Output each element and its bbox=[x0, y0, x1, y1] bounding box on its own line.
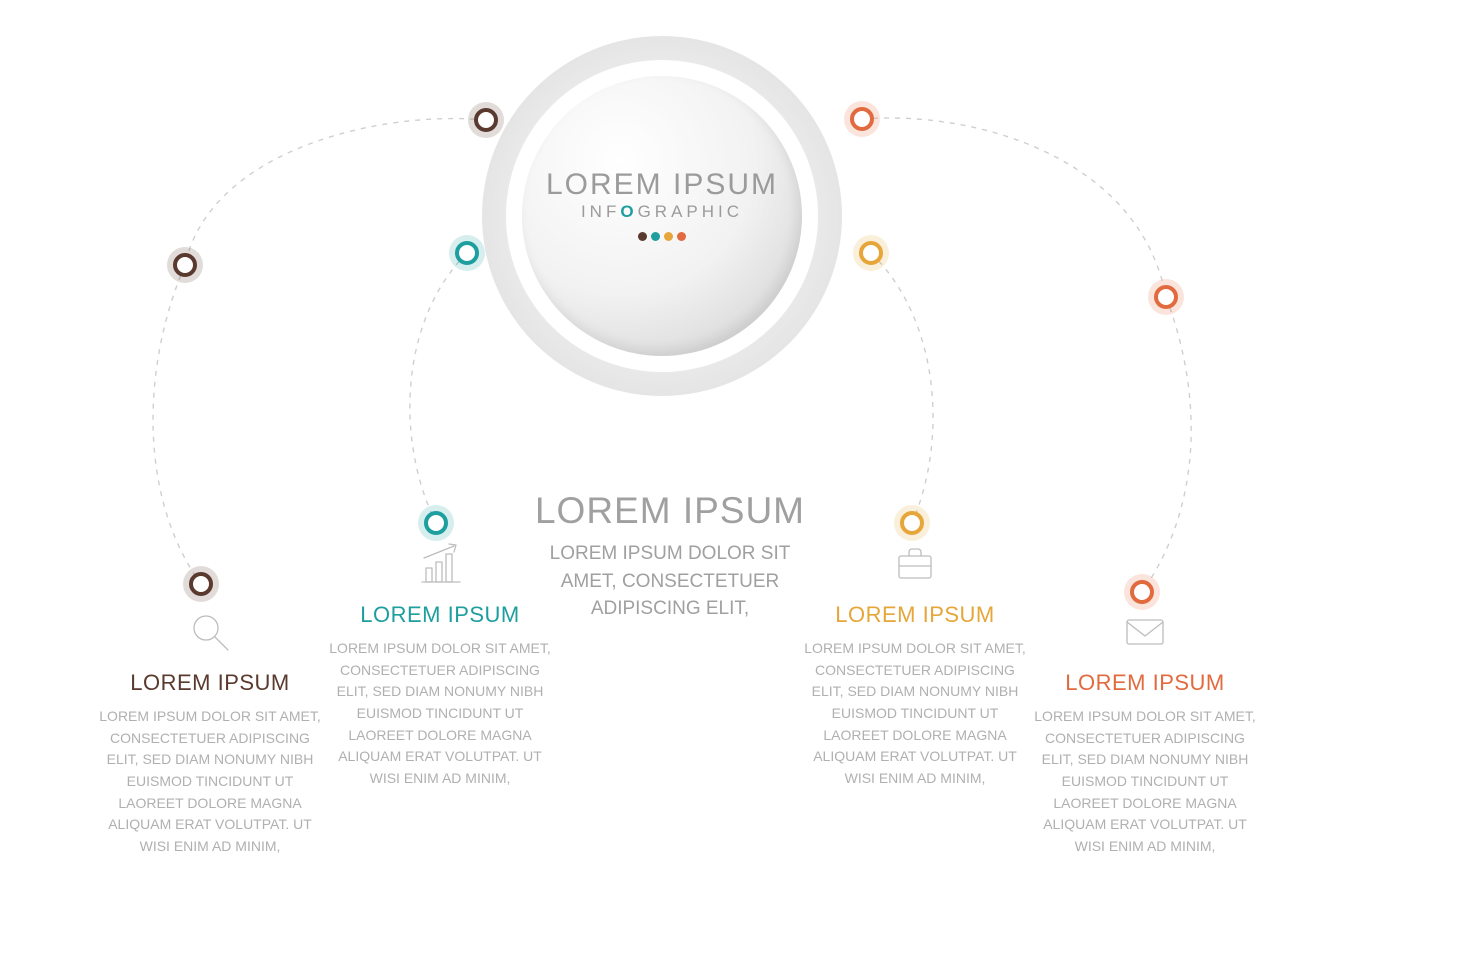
node-teal_low bbox=[424, 511, 448, 535]
node-brown_top bbox=[474, 108, 498, 132]
hub-subtitle-pre: INF bbox=[581, 202, 620, 221]
briefcase-icon bbox=[800, 540, 1030, 588]
hub-dots bbox=[522, 228, 802, 246]
column-c4: LOREM IPSUM LOREM IPSUM DOLOR SIT AMET, C… bbox=[1030, 608, 1260, 858]
node-orange_top bbox=[850, 107, 874, 131]
mail-icon bbox=[1030, 608, 1260, 656]
node-brown_mid bbox=[173, 253, 197, 277]
hub-subtitle-o: O bbox=[620, 202, 637, 222]
hub-inner-circle: LOREM IPSUM INFOGRAPHIC bbox=[522, 76, 802, 356]
column-title-c3: LOREM IPSUM bbox=[800, 602, 1030, 628]
column-body-c2: LOREM IPSUM DOLOR SIT AMET, CONSECTETUER… bbox=[325, 638, 555, 790]
center-body: LOREM IPSUM DOLOR SIT AMET, CONSECTETUER… bbox=[520, 540, 820, 623]
column-c1: LOREM IPSUM LOREM IPSUM DOLOR SIT AMET, C… bbox=[95, 608, 325, 858]
node-teal_top bbox=[455, 241, 479, 265]
column-title-c4: LOREM IPSUM bbox=[1030, 670, 1260, 696]
node-amber_low bbox=[900, 511, 924, 535]
column-body-c4: LOREM IPSUM DOLOR SIT AMET, CONSECTETUER… bbox=[1030, 706, 1260, 858]
column-body-c1: LOREM IPSUM DOLOR SIT AMET, CONSECTETUER… bbox=[95, 706, 325, 858]
infographic-stage: LOREM IPSUM INFOGRAPHIC LOREM IPSUM LORE… bbox=[0, 0, 1469, 980]
column-c3: LOREM IPSUM LOREM IPSUM DOLOR SIT AMET, C… bbox=[800, 540, 1030, 790]
hub-title: LOREM IPSUM bbox=[522, 168, 802, 202]
hub-text: LOREM IPSUM INFOGRAPHIC bbox=[522, 168, 802, 246]
node-brown_low bbox=[189, 572, 213, 596]
column-title-c2: LOREM IPSUM bbox=[325, 602, 555, 628]
center-title: LOREM IPSUM bbox=[520, 490, 820, 532]
search-icon bbox=[95, 608, 325, 656]
center-text-block: LOREM IPSUM LOREM IPSUM DOLOR SIT AMET, … bbox=[520, 490, 820, 623]
column-body-c3: LOREM IPSUM DOLOR SIT AMET, CONSECTETUER… bbox=[800, 638, 1030, 790]
hub-subtitle: INFOGRAPHIC bbox=[522, 202, 802, 222]
node-amber_top bbox=[859, 241, 883, 265]
node-orange_low bbox=[1130, 580, 1154, 604]
hub-subtitle-post: GRAPHIC bbox=[638, 202, 743, 221]
node-orange_mid bbox=[1154, 285, 1178, 309]
column-c2: LOREM IPSUM LOREM IPSUM DOLOR SIT AMET, C… bbox=[325, 540, 555, 790]
chart-icon bbox=[325, 540, 555, 588]
column-title-c1: LOREM IPSUM bbox=[95, 670, 325, 696]
